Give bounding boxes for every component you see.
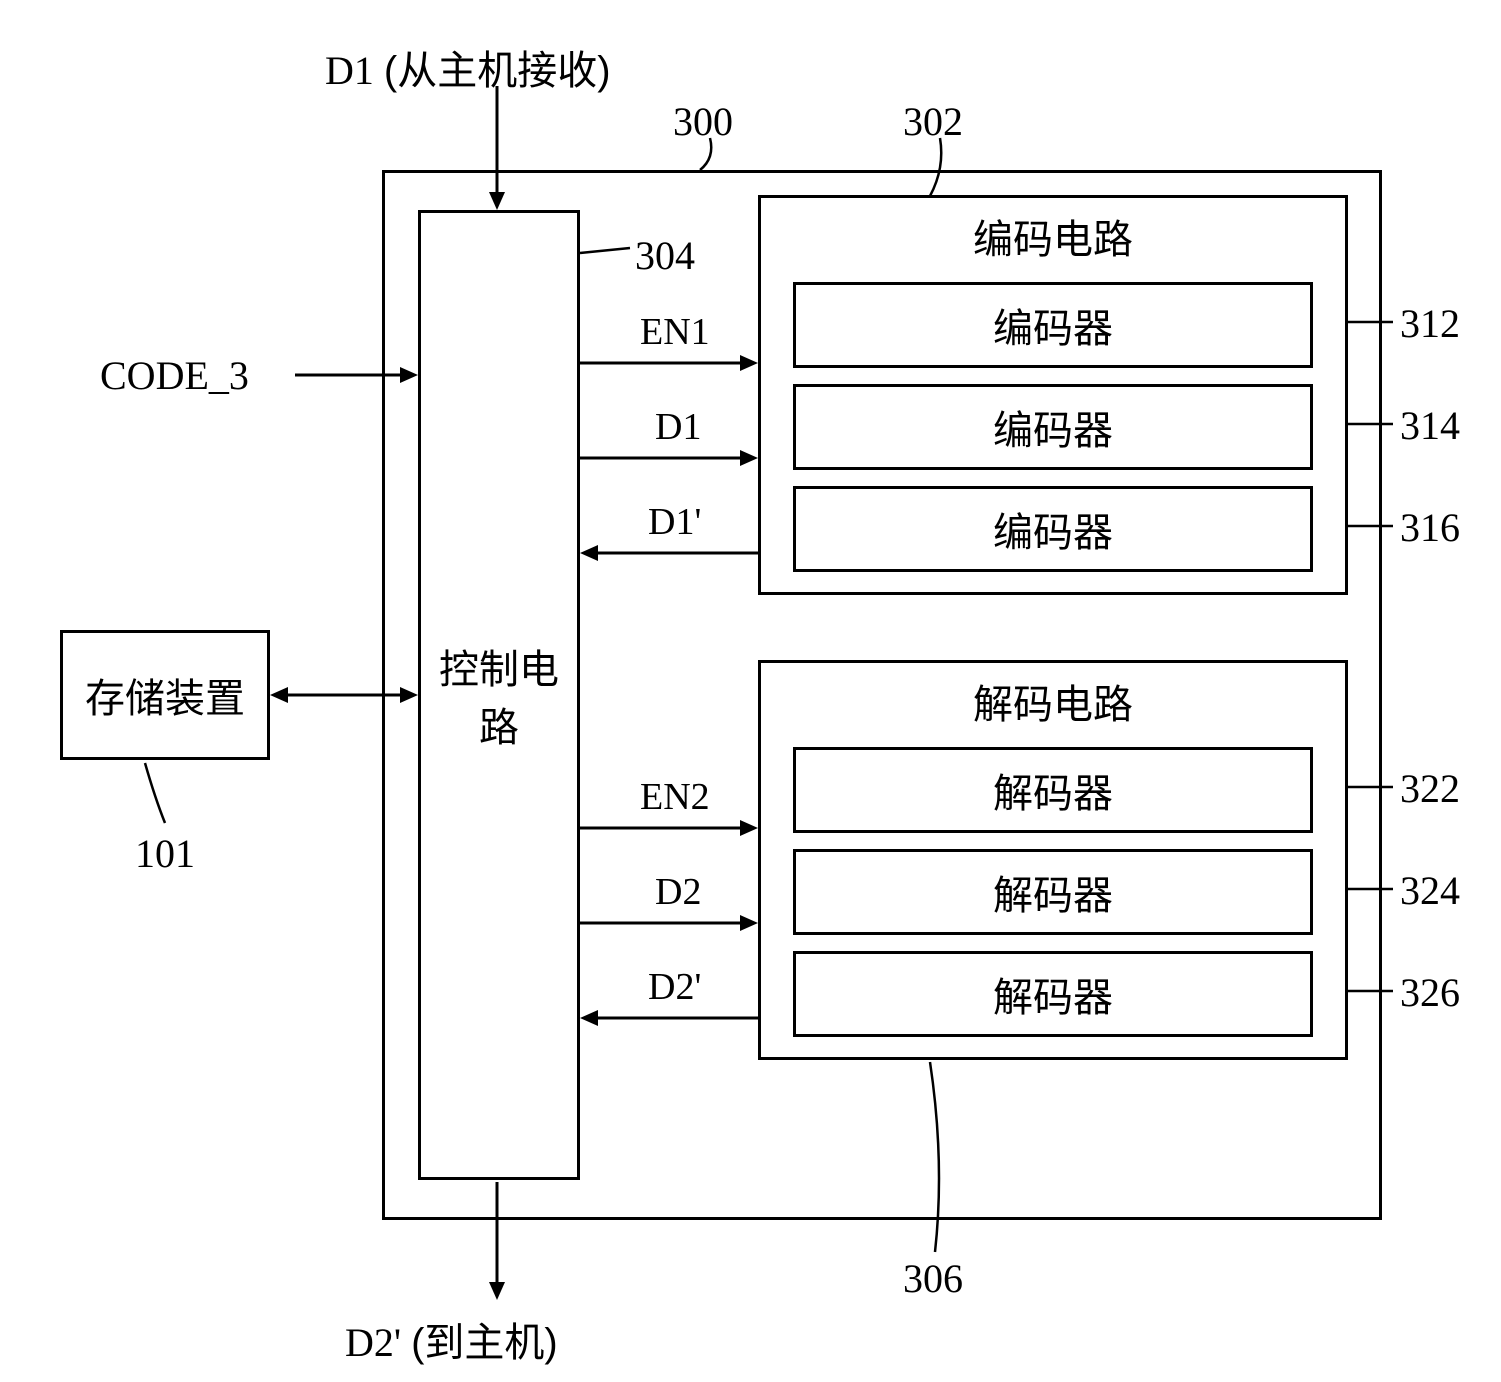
arrow-d2p-sig xyxy=(580,1010,760,1030)
decoder-group-box: 解码电路 解码器 解码器 解码器 xyxy=(758,660,1348,1060)
arrow-d1p-sig xyxy=(580,545,760,565)
d2p-sig-label: D2' xyxy=(648,965,701,1009)
ref-304-leader xyxy=(580,238,635,268)
ref-101-leader xyxy=(145,763,185,828)
decoder-0-text: 解码器 xyxy=(993,761,1113,819)
arrow-storage-ctrl xyxy=(270,685,420,715)
arrow-d1-sig xyxy=(580,450,760,470)
encoder-group-box: 编码电路 编码器 编码器 编码器 xyxy=(758,195,1348,595)
encoder-2-text: 编码器 xyxy=(993,500,1113,558)
arrow-code3 xyxy=(295,365,425,395)
code3-label: CODE_3 xyxy=(100,352,249,399)
en1-label: EN1 xyxy=(640,310,710,354)
arrow-en2 xyxy=(580,820,760,840)
ref-306-leader xyxy=(930,1062,970,1257)
encoder-1-text: 编码器 xyxy=(993,398,1113,456)
d2-sig-label: D2 xyxy=(655,870,701,914)
encoder-0-text: 编码器 xyxy=(993,296,1113,354)
encoder-0: 编码器 xyxy=(793,282,1313,368)
storage-box: 存储装置 xyxy=(60,630,270,760)
arrow-d2p-out xyxy=(487,1182,517,1302)
controller-text: 控制电路 xyxy=(421,637,577,753)
ref-316-leader xyxy=(1348,526,1501,676)
ref-101: 101 xyxy=(135,830,195,877)
decoder-2: 解码器 xyxy=(793,951,1313,1037)
decoder-1: 解码器 xyxy=(793,849,1313,935)
d2p-output-label: D2' (到主机) xyxy=(345,1310,558,1368)
d2p-out-signal: D2' xyxy=(345,1320,401,1365)
decoder-0: 解码器 xyxy=(793,747,1313,833)
ref-304: 304 xyxy=(635,232,695,279)
ref-326-leader xyxy=(1348,991,1501,1141)
storage-text: 存储装置 xyxy=(85,666,245,724)
decoder-group-title: 解码电路 xyxy=(761,677,1345,747)
en2-label: EN2 xyxy=(640,775,710,819)
decoder-1-text: 解码器 xyxy=(993,863,1113,921)
decoder-2-text: 解码器 xyxy=(993,965,1113,1023)
d1-signal: D1 xyxy=(325,48,374,93)
d1-input-label: D1 (从主机接收) xyxy=(325,38,611,96)
arrow-d2-sig xyxy=(580,915,760,935)
d2p-out-note: (到主机) xyxy=(411,1321,558,1365)
arrow-en1 xyxy=(580,355,760,375)
block-diagram: D1 (从主机接收) 300 302 控制电路 304 CODE_3 存储装置 … xyxy=(0,0,1501,1382)
ref-306: 306 xyxy=(903,1255,963,1302)
encoder-group-title: 编码电路 xyxy=(761,212,1345,282)
encoder-2: 编码器 xyxy=(793,486,1313,572)
encoder-1: 编码器 xyxy=(793,384,1313,470)
d1-sig-label: D1 xyxy=(655,405,701,449)
d1p-sig-label: D1' xyxy=(648,500,701,544)
controller-box: 控制电路 xyxy=(418,210,580,1180)
